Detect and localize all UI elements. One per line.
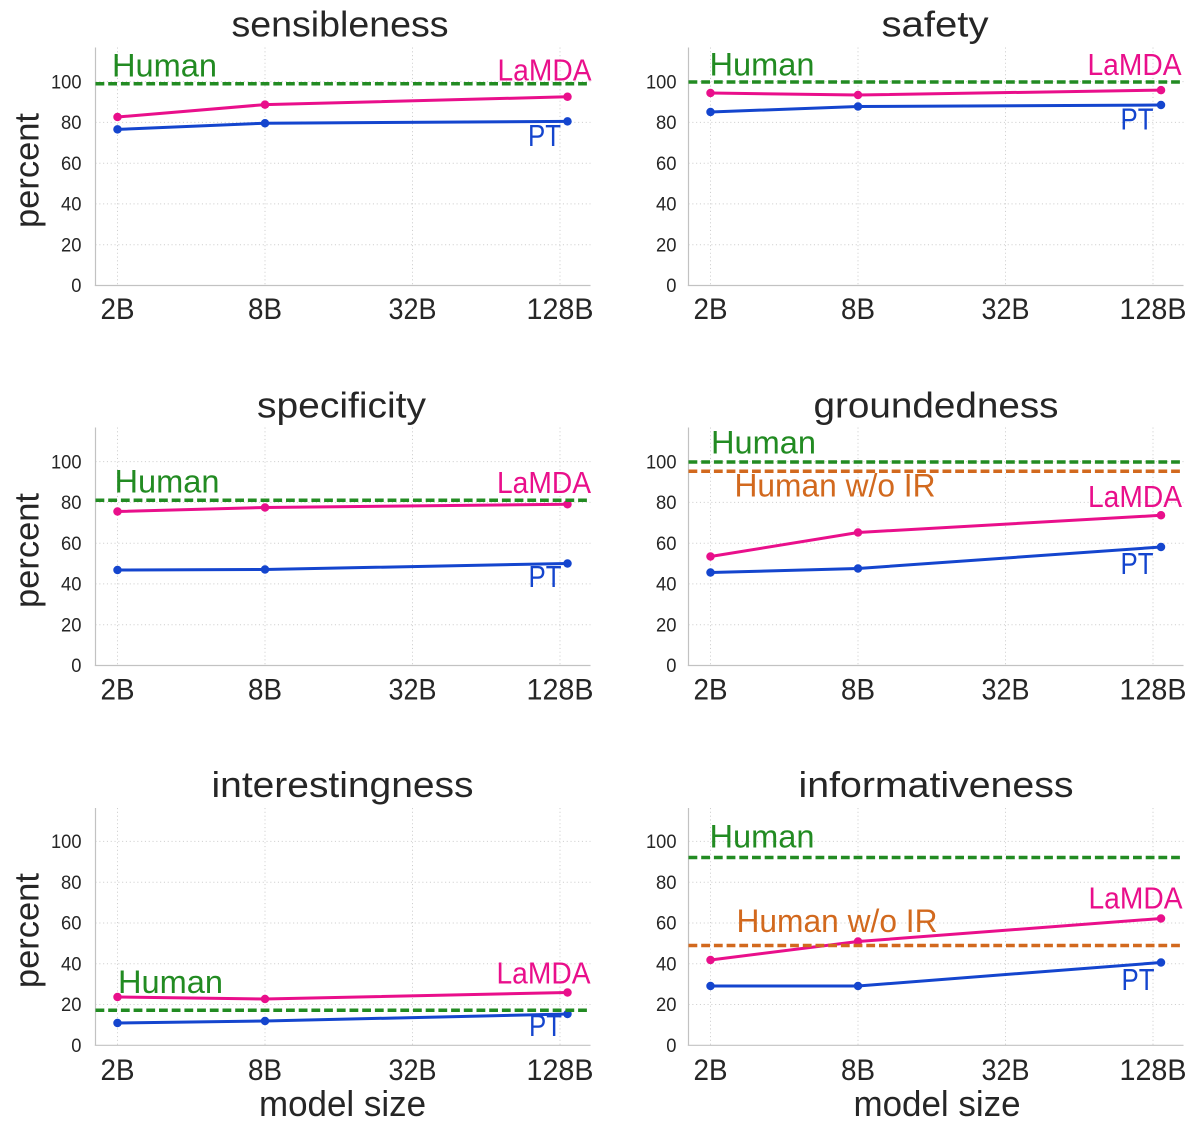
svg-text:safety: safety	[882, 4, 989, 45]
svg-text:2B: 2B	[694, 293, 728, 326]
svg-text:32B: 32B	[982, 1054, 1030, 1087]
svg-text:LaMDA: LaMDA	[497, 465, 591, 500]
svg-text:60: 60	[656, 913, 677, 935]
svg-text:32B: 32B	[389, 1054, 437, 1087]
svg-text:40: 40	[656, 194, 677, 216]
svg-text:PT: PT	[529, 560, 562, 594]
svg-text:100: 100	[51, 71, 82, 93]
svg-text:40: 40	[656, 574, 677, 596]
svg-text:20: 20	[61, 614, 82, 636]
svg-text:100: 100	[646, 831, 677, 853]
svg-text:0: 0	[666, 655, 676, 677]
svg-text:128B: 128B	[1120, 674, 1187, 707]
svg-text:8B: 8B	[248, 674, 282, 707]
svg-text:PT: PT	[528, 119, 561, 153]
svg-text:LaMDA: LaMDA	[498, 53, 592, 88]
svg-text:Human: Human	[118, 964, 223, 1000]
svg-text:Human: Human	[112, 48, 217, 84]
svg-text:0: 0	[666, 275, 676, 297]
svg-text:percent: percent	[9, 112, 47, 228]
svg-text:8B: 8B	[841, 293, 875, 326]
svg-text:128B: 128B	[527, 674, 594, 707]
svg-text:sensibleness: sensibleness	[232, 4, 449, 45]
svg-text:60: 60	[656, 153, 677, 175]
svg-text:LaMDA: LaMDA	[1088, 479, 1182, 514]
svg-text:100: 100	[646, 451, 677, 473]
svg-text:0: 0	[71, 1035, 81, 1057]
svg-text:100: 100	[51, 831, 82, 853]
svg-text:Human: Human	[115, 464, 220, 500]
svg-text:80: 80	[656, 872, 677, 894]
svg-text:percent: percent	[9, 492, 47, 608]
svg-text:percent: percent	[9, 873, 47, 989]
svg-text:80: 80	[61, 872, 82, 894]
svg-text:Human: Human	[711, 424, 816, 460]
svg-text:8B: 8B	[841, 674, 875, 707]
svg-text:80: 80	[61, 112, 82, 134]
svg-text:40: 40	[61, 194, 82, 216]
svg-text:32B: 32B	[389, 293, 437, 326]
svg-text:interestingness: interestingness	[212, 764, 474, 805]
svg-text:2B: 2B	[101, 674, 135, 707]
svg-text:128B: 128B	[527, 1054, 594, 1087]
svg-text:128B: 128B	[1120, 293, 1187, 326]
svg-text:40: 40	[656, 953, 677, 975]
svg-text:32B: 32B	[389, 674, 437, 707]
svg-text:32B: 32B	[982, 674, 1030, 707]
svg-text:128B: 128B	[1120, 1054, 1187, 1087]
svg-text:Human w/o IR: Human w/o IR	[735, 468, 936, 504]
svg-text:PT: PT	[1121, 547, 1154, 581]
svg-text:model size: model size	[259, 1083, 426, 1124]
svg-text:80: 80	[61, 492, 82, 514]
svg-text:2B: 2B	[101, 1054, 135, 1087]
svg-text:specificity: specificity	[257, 385, 426, 426]
svg-text:20: 20	[656, 994, 677, 1016]
svg-text:60: 60	[61, 533, 82, 555]
svg-text:8B: 8B	[841, 1054, 875, 1087]
svg-text:60: 60	[61, 153, 82, 175]
svg-text:80: 80	[656, 112, 677, 134]
svg-text:LaMDA: LaMDA	[1089, 881, 1183, 916]
svg-text:20: 20	[656, 614, 677, 636]
svg-text:LaMDA: LaMDA	[497, 956, 591, 991]
svg-text:2B: 2B	[101, 293, 135, 326]
svg-text:8B: 8B	[248, 1054, 282, 1087]
svg-text:Human: Human	[710, 46, 815, 82]
svg-text:20: 20	[61, 234, 82, 256]
svg-text:80: 80	[656, 492, 677, 514]
svg-text:Human: Human	[710, 819, 815, 855]
svg-text:PT: PT	[1121, 103, 1154, 137]
svg-text:PT: PT	[1122, 963, 1155, 997]
svg-text:2B: 2B	[694, 674, 728, 707]
svg-text:2B: 2B	[694, 1054, 728, 1087]
svg-text:model size: model size	[854, 1083, 1021, 1124]
svg-text:60: 60	[656, 533, 677, 555]
svg-text:20: 20	[656, 234, 677, 256]
svg-text:32B: 32B	[982, 293, 1030, 326]
svg-text:informativeness: informativeness	[799, 764, 1074, 805]
svg-text:Human w/o IR: Human w/o IR	[737, 903, 938, 939]
svg-text:60: 60	[61, 913, 82, 935]
svg-text:100: 100	[646, 71, 677, 93]
svg-text:groundedness: groundedness	[814, 385, 1059, 426]
svg-text:40: 40	[61, 953, 82, 975]
svg-text:8B: 8B	[248, 293, 282, 326]
svg-text:0: 0	[71, 655, 81, 677]
svg-text:0: 0	[666, 1035, 676, 1057]
svg-text:LaMDA: LaMDA	[1088, 47, 1182, 82]
svg-text:128B: 128B	[527, 293, 594, 326]
svg-text:100: 100	[51, 451, 82, 473]
svg-text:PT: PT	[529, 1009, 562, 1043]
svg-text:20: 20	[61, 994, 82, 1016]
svg-text:40: 40	[61, 574, 82, 596]
svg-text:0: 0	[71, 275, 81, 297]
